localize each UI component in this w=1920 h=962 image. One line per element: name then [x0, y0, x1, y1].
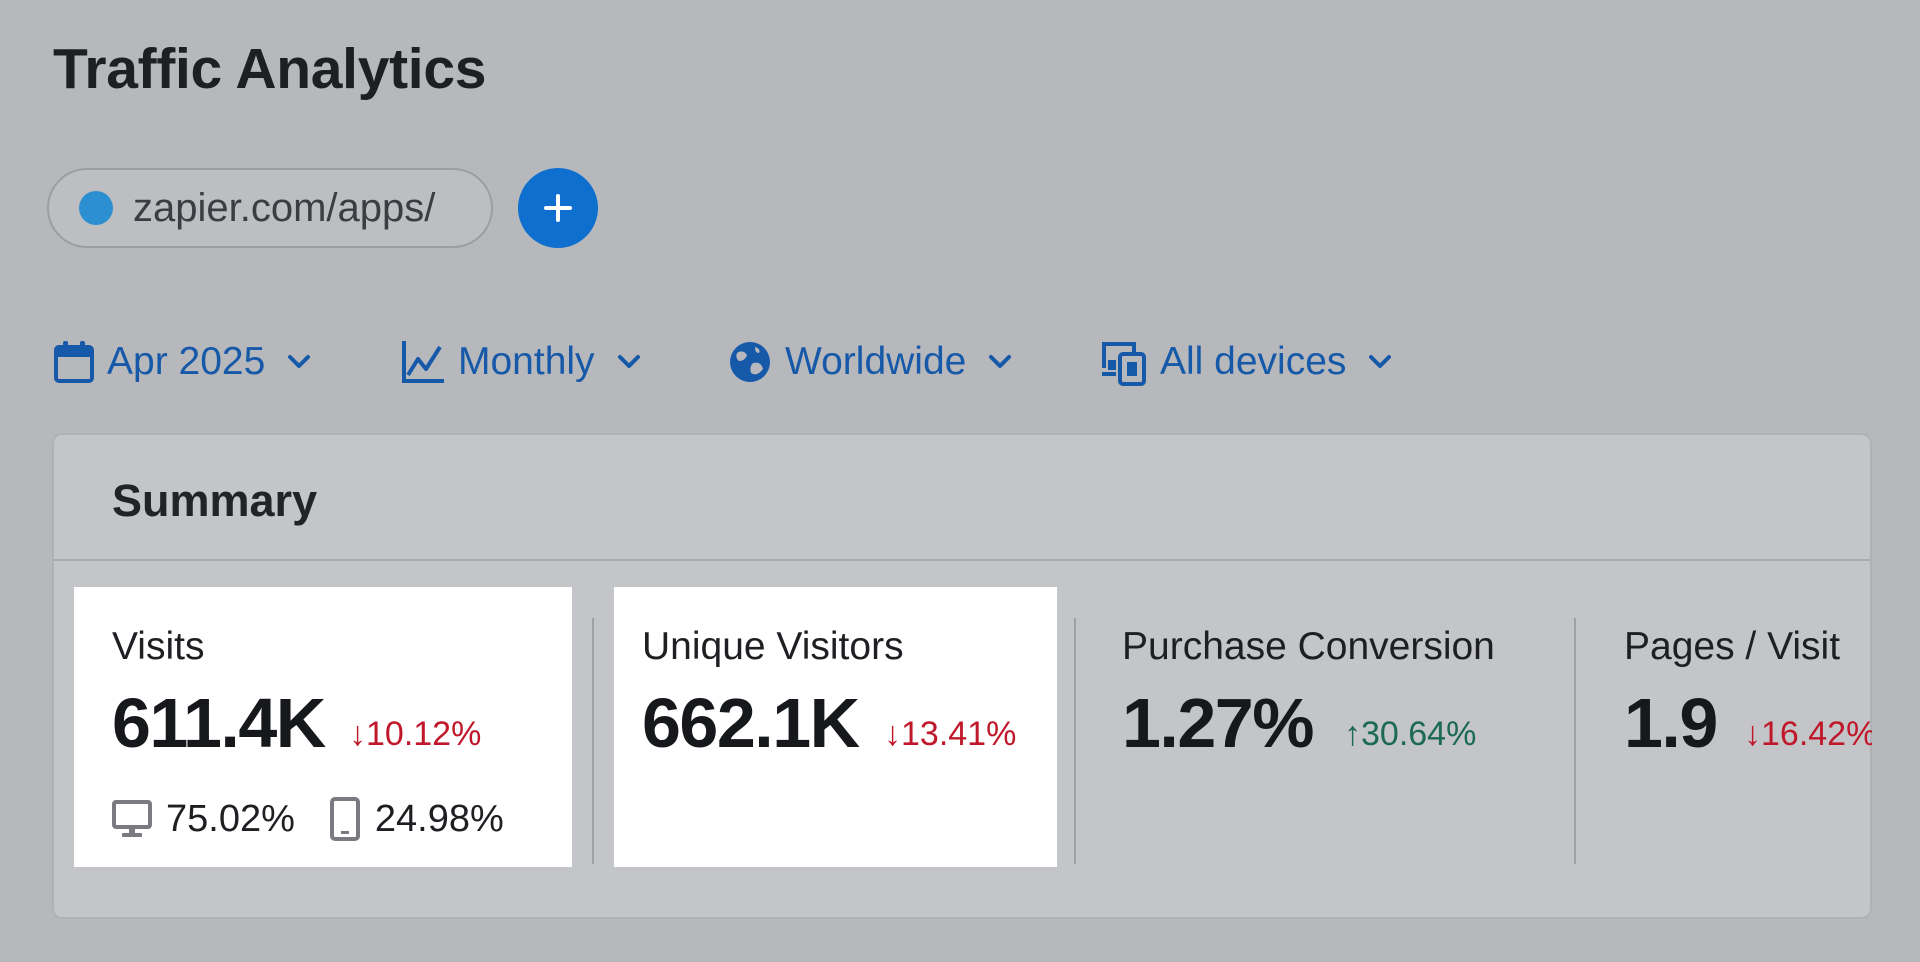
devices-filter[interactable]: All devices	[1100, 334, 1394, 390]
globe-icon	[730, 342, 770, 382]
plus-icon	[544, 194, 572, 222]
period-filter-label: Monthly	[458, 340, 595, 383]
metric-purchase-conversion[interactable]: Purchase Conversion 1.27% ↑30.64%	[1094, 587, 1574, 867]
metric-change: ↓13.41%	[884, 715, 1017, 753]
metric-separator	[1574, 618, 1576, 864]
metric-change: ↓16.42%	[1744, 715, 1872, 753]
domain-text: zapier.com/apps/	[133, 185, 436, 230]
add-domain-button[interactable]	[518, 168, 598, 248]
metric-value: 1.27%	[1122, 684, 1314, 762]
metric-value: 611.4K	[112, 684, 326, 762]
mobile-share: 24.98%	[374, 797, 504, 840]
summary-divider	[54, 559, 1870, 561]
metric-label: Pages / Visit	[1624, 625, 1841, 668]
metric-value: 662.1K	[642, 684, 860, 762]
mobile-icon	[329, 797, 360, 841]
chevron-down-icon	[617, 355, 640, 368]
metric-pages-per-visit[interactable]: Pages / Visit 1.9 ↓16.42%	[1594, 587, 1872, 867]
metric-label: Visits	[112, 625, 205, 668]
domain-color-dot	[79, 191, 113, 225]
metric-change: ↑30.64%	[1344, 715, 1477, 753]
summary-title: Summary	[112, 475, 318, 526]
line-chart-icon	[402, 341, 444, 383]
date-filter[interactable]: Apr 2025	[53, 334, 313, 390]
metric-unique-visitors[interactable]: Unique Visitors 662.1K ↓13.41%	[614, 587, 1057, 867]
metric-separator	[1074, 618, 1076, 864]
calendar-icon	[54, 341, 94, 383]
chevron-down-icon	[1369, 355, 1392, 368]
desktop-icon	[112, 800, 152, 837]
summary-card: Summary Visits 611.4K ↓10.12% 75.02% 24.…	[52, 433, 1872, 919]
metric-change: ↓10.12%	[349, 715, 482, 753]
domain-chip[interactable]: zapier.com/apps/	[47, 168, 493, 248]
metric-visits[interactable]: Visits 611.4K ↓10.12% 75.02% 24.98%	[74, 587, 572, 867]
page-title: Traffic Analytics	[53, 37, 487, 101]
region-filter[interactable]: Worldwide	[727, 334, 1014, 390]
date-filter-label: Apr 2025	[107, 340, 266, 383]
devices-icon	[1102, 342, 1146, 386]
metric-label: Purchase Conversion	[1122, 625, 1495, 668]
desktop-share: 75.02%	[166, 797, 295, 840]
metric-label: Unique Visitors	[642, 625, 904, 668]
devices-filter-label: All devices	[1160, 340, 1347, 383]
metric-value: 1.9	[1624, 684, 1718, 762]
chevron-down-icon	[288, 355, 311, 368]
device-split: 75.02% 24.98%	[112, 797, 538, 841]
chevron-down-icon	[989, 355, 1012, 368]
metric-separator	[592, 618, 594, 864]
period-filter[interactable]: Monthly	[400, 334, 643, 390]
region-filter-label: Worldwide	[785, 340, 967, 383]
